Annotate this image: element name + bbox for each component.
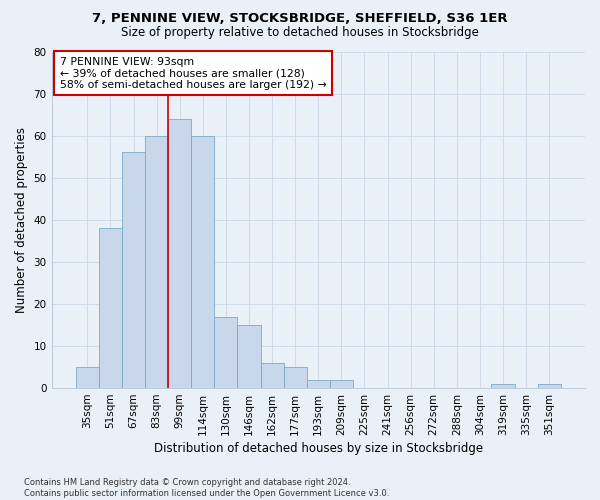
- Bar: [168, 119, 191, 388]
- Y-axis label: Number of detached properties: Number of detached properties: [15, 127, 28, 313]
- Bar: [538, 384, 561, 388]
- Text: Size of property relative to detached houses in Stocksbridge: Size of property relative to detached ho…: [121, 26, 479, 39]
- Bar: [99, 228, 122, 388]
- Bar: [260, 363, 284, 388]
- Bar: [491, 384, 515, 388]
- Text: 7 PENNINE VIEW: 93sqm
← 39% of detached houses are smaller (128)
58% of semi-det: 7 PENNINE VIEW: 93sqm ← 39% of detached …: [59, 56, 326, 90]
- Bar: [191, 136, 214, 388]
- Bar: [307, 380, 330, 388]
- Text: 7, PENNINE VIEW, STOCKSBRIDGE, SHEFFIELD, S36 1ER: 7, PENNINE VIEW, STOCKSBRIDGE, SHEFFIELD…: [92, 12, 508, 26]
- Bar: [122, 152, 145, 388]
- X-axis label: Distribution of detached houses by size in Stocksbridge: Distribution of detached houses by size …: [154, 442, 483, 455]
- Text: Contains HM Land Registry data © Crown copyright and database right 2024.
Contai: Contains HM Land Registry data © Crown c…: [24, 478, 389, 498]
- Bar: [238, 325, 260, 388]
- Bar: [330, 380, 353, 388]
- Bar: [145, 136, 168, 388]
- Bar: [214, 316, 238, 388]
- Bar: [76, 367, 99, 388]
- Bar: [284, 367, 307, 388]
